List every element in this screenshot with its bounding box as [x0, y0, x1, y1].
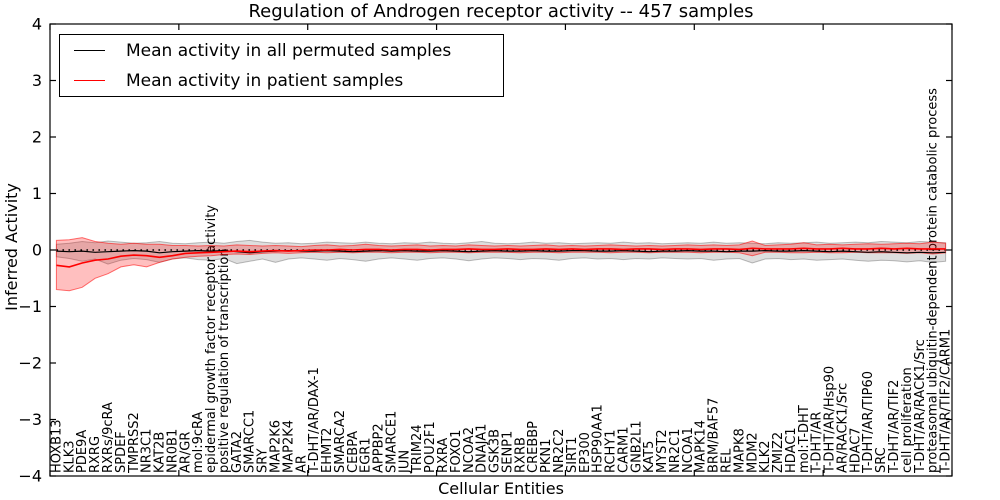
category-label: T-DHT/AR/Hsp90: [823, 366, 838, 474]
category-label: SMARCE1: [384, 411, 399, 473]
category-label: T-DHT/AR/DAX-1: [307, 367, 322, 474]
patient-mean-line: [56, 247, 946, 268]
category-label: NCOA2: [462, 427, 477, 473]
category-label: AR/GR: [178, 432, 193, 473]
category-label: RXRs/9cRA: [101, 402, 116, 473]
y-tick-label: −3: [18, 410, 42, 429]
y-tick-label: −4: [18, 467, 42, 486]
category-label: TRIM24: [410, 424, 425, 474]
category-label: MAPK8: [732, 428, 747, 473]
category-label: MDM2: [745, 432, 760, 473]
legend-label-patient: Mean activity in patient samples: [126, 70, 404, 91]
category-label: JUN: [397, 450, 412, 474]
x-axis-label: Cellular Entities: [438, 479, 564, 498]
patient-samples-std-band: [55, 237, 947, 292]
category-label: RCHY1: [604, 430, 619, 473]
category-label: KLK2: [758, 440, 773, 473]
category-label: PDE9A: [75, 430, 90, 473]
category-label: HOXB13: [49, 419, 64, 473]
category-label: REL: [720, 448, 735, 473]
category-label: GNB2L1: [629, 420, 644, 473]
y-tick-label: 2: [32, 128, 42, 147]
category-label: BRM/BAF57: [707, 398, 722, 473]
category-label: T-DHT/AR/TIF2: [887, 380, 902, 474]
legend-label-permuted: Mean activity in all permuted samples: [126, 40, 452, 61]
category-label: T-DHT/AR: [810, 412, 825, 474]
category-label: T-DHT/AR/RACK1/Src: [913, 339, 928, 474]
category-label: ZMIZ2: [771, 432, 786, 473]
permuted-mean-line: [56, 249, 946, 254]
category-label: SPDEF: [114, 431, 129, 473]
category-label: AR/RACK1/Src: [835, 383, 850, 473]
category-label: RXRB: [513, 437, 528, 473]
category-label: SRY: [256, 449, 271, 473]
y-tick-label: 4: [32, 15, 42, 34]
category-label: GSK3B: [488, 429, 503, 473]
category-label: cell proliferation: [900, 367, 915, 473]
patient-line-swatch: [74, 80, 105, 81]
category-label: HSP90AA1: [591, 404, 606, 473]
category-label: HDAC1: [784, 427, 799, 473]
legend-entry-patient: Mean activity in patient samples: [60, 66, 503, 96]
category-label: KLK3: [62, 440, 77, 473]
category-label: SMARCA2: [333, 410, 348, 473]
y-tick-label: 3: [32, 71, 42, 90]
category-label: MAP2K6: [269, 420, 284, 473]
category-label: TMPRSS2: [127, 412, 142, 474]
category-label: POU2F1: [423, 421, 438, 473]
category-label: PKN1: [539, 439, 554, 473]
category-label: RXRG: [88, 436, 103, 473]
category-label: NR2C1: [668, 429, 683, 473]
category-label: APPBP2: [372, 423, 387, 473]
category-label: NR2C2: [552, 429, 567, 473]
category-label: HDAC7: [848, 427, 863, 473]
y-tick-label: −2: [18, 354, 42, 373]
category-label: DNAJA1: [475, 424, 490, 473]
category-label: EHMT2: [320, 428, 335, 473]
category-label: AR: [294, 455, 309, 473]
category-label: KAT2B: [153, 432, 168, 473]
category-label: FOXO1: [449, 430, 464, 473]
category-label: CARM1: [616, 427, 631, 474]
y-tick-label: −1: [18, 297, 42, 316]
category-label: SRC: [874, 447, 889, 473]
category-label: EGR1: [359, 437, 374, 473]
category-label: NR0B1: [165, 429, 180, 473]
category-label: T-DHT/AR/TIF2/CARM1: [939, 329, 954, 474]
category-label: MAP2K4: [281, 420, 296, 473]
category-label: SIRT1: [565, 437, 580, 473]
category-label: NR3C1: [140, 429, 155, 473]
category-label: proteasomal ubiquitin-dependent protein …: [926, 88, 941, 473]
category-label: NCOA1: [681, 427, 696, 473]
permuted-line-swatch: [74, 50, 105, 51]
category-label: CEBPA: [346, 431, 361, 473]
y-tick-label: 0: [32, 241, 42, 260]
category-label: mol:T-DHT: [797, 405, 812, 473]
category-label: MYST2: [655, 429, 670, 473]
category-label: RXRA: [436, 438, 451, 473]
category-label: MAPK14: [694, 420, 709, 473]
category-label: GATA2: [230, 431, 245, 473]
legend-entry-permuted: Mean activity in all permuted samples: [60, 36, 503, 66]
category-label: T-DHT/AR/TIP60: [861, 371, 876, 474]
category-label: SMARCC1: [243, 410, 258, 473]
chart-title: Regulation of Androgen receptor activity…: [248, 1, 754, 22]
legend: Mean activity in all permuted samples Me…: [59, 34, 504, 97]
category-label: SENP1: [500, 431, 515, 473]
category-label: epidermal growth factor receptor activit…: [204, 205, 219, 473]
category-label: CREBBP: [526, 421, 541, 473]
y-tick-label: 1: [32, 184, 42, 203]
category-label: EP300: [578, 432, 593, 473]
category-label: KAT5: [642, 441, 657, 473]
category-label: mol:9cRA: [191, 411, 206, 473]
category-label: positive regulation of transcription: [217, 248, 232, 473]
